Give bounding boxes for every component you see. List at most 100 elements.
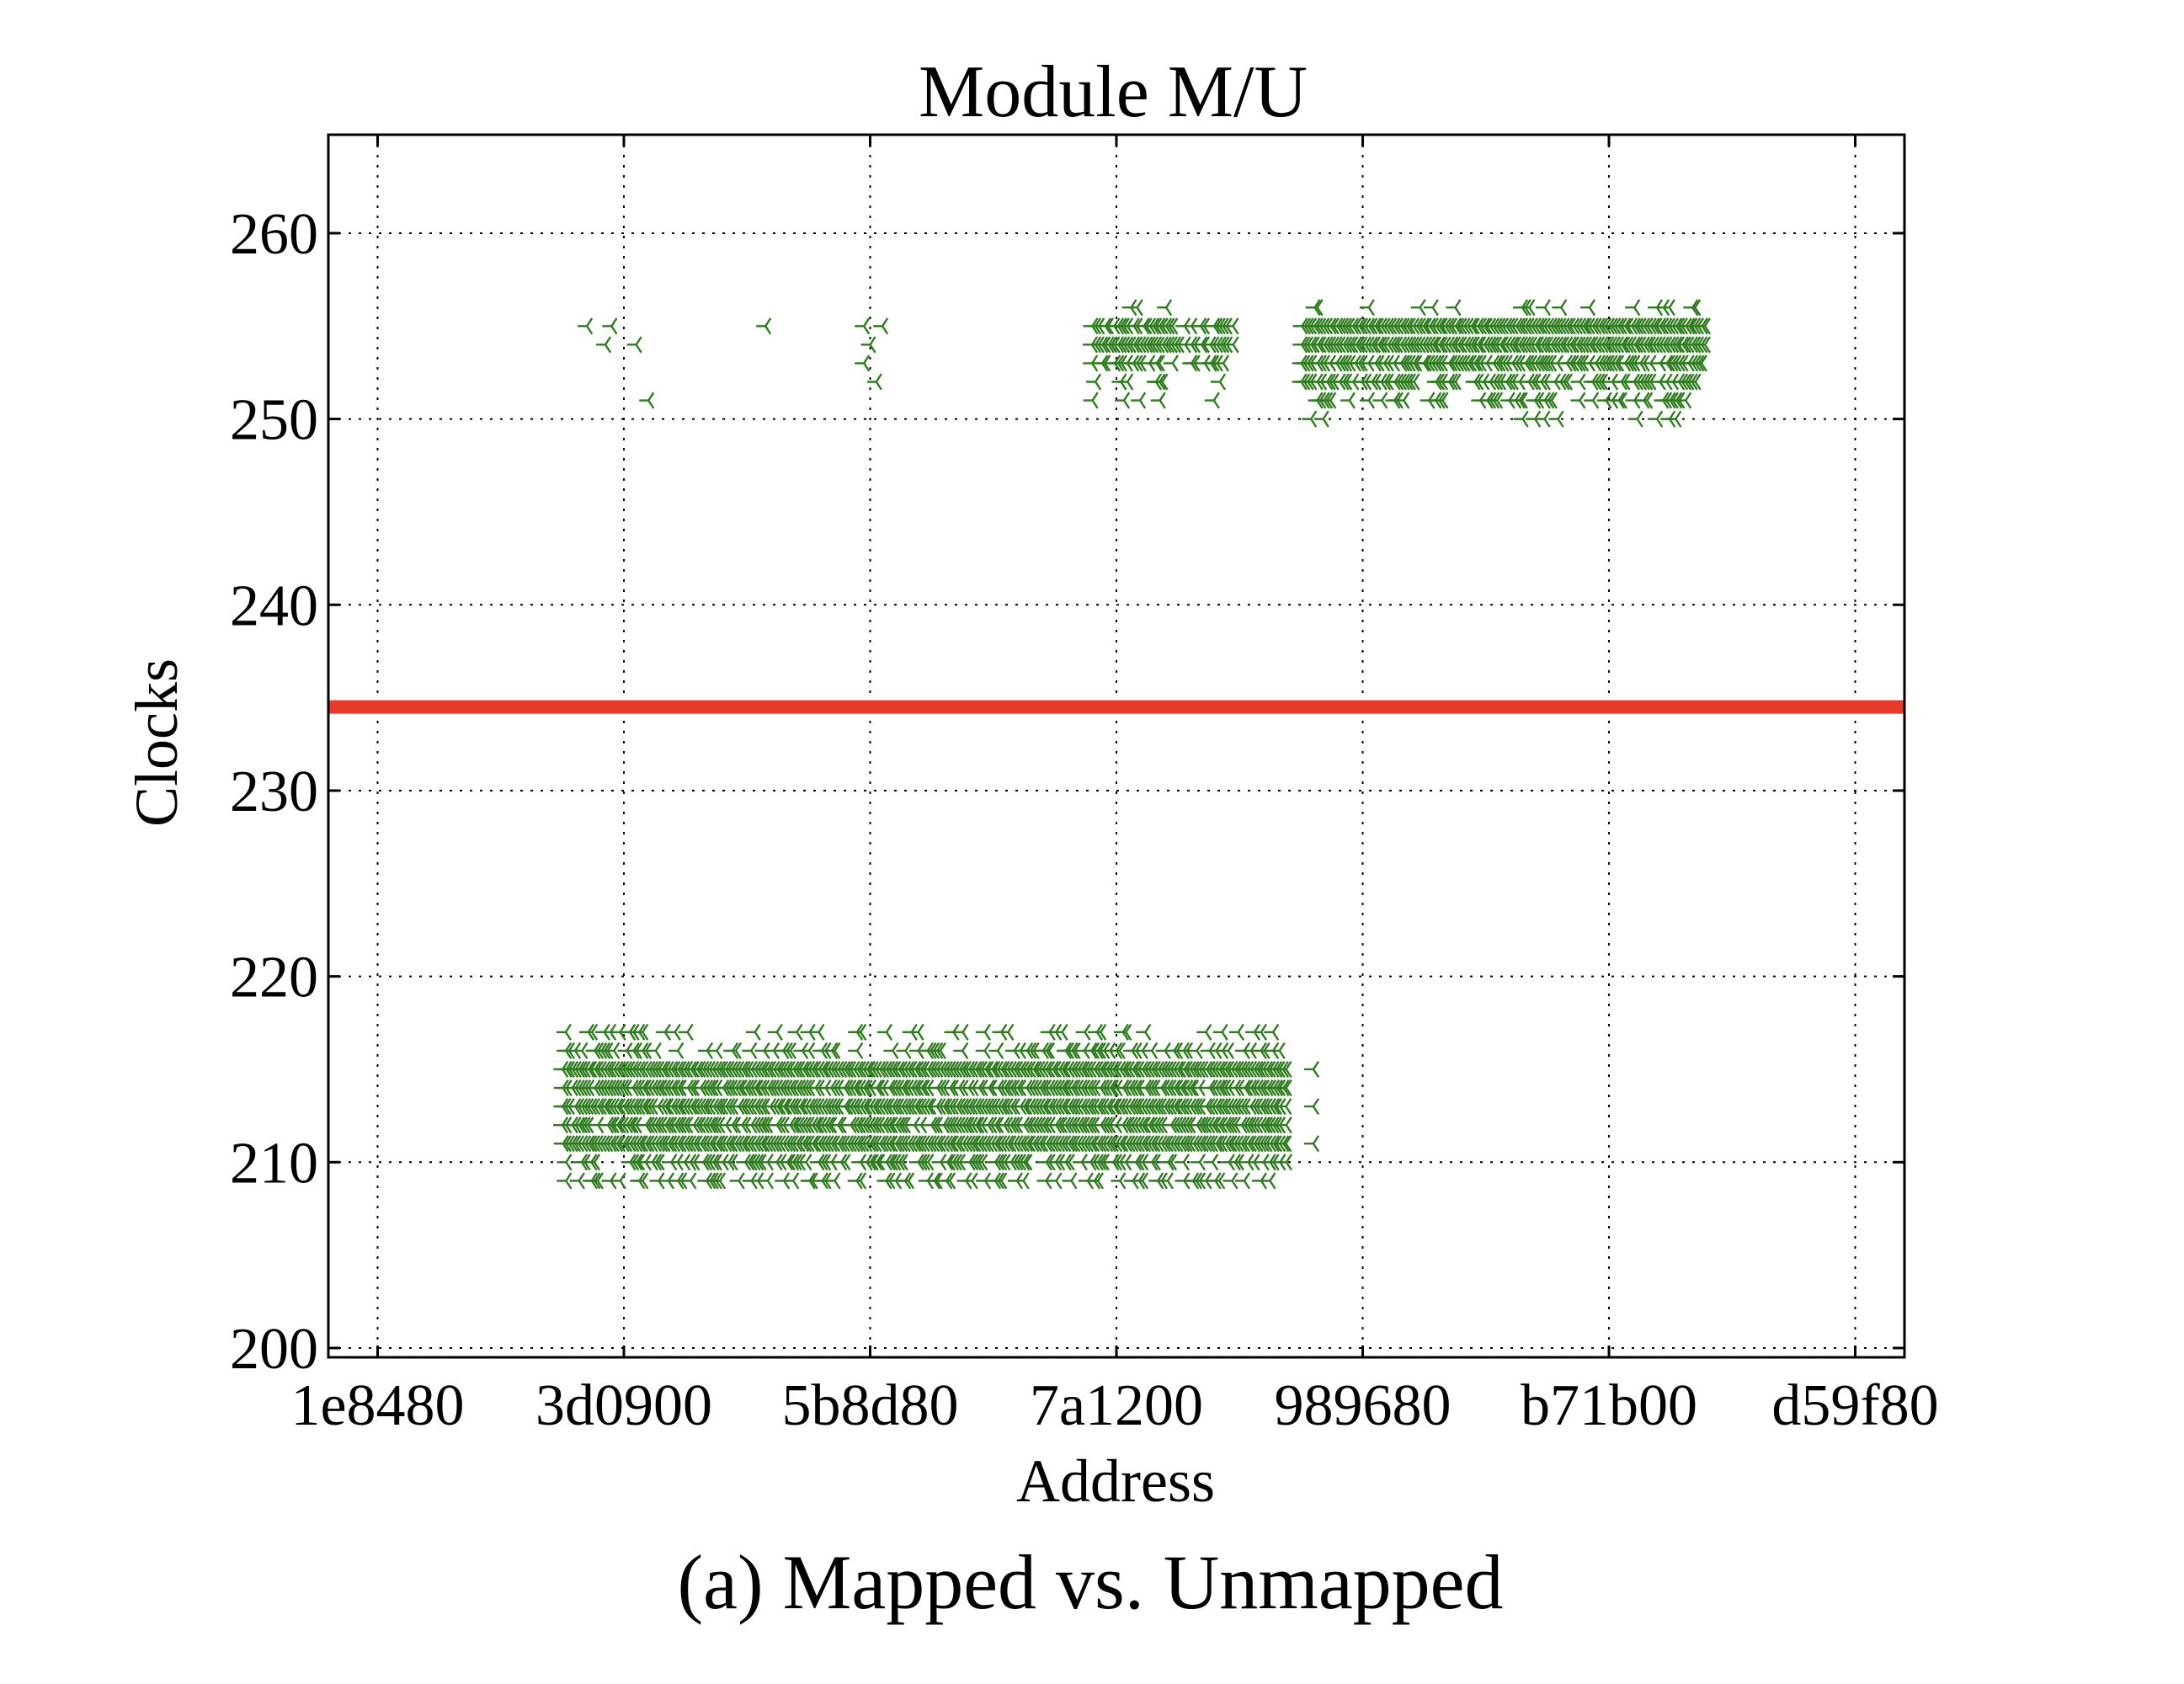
data-point	[1552, 299, 1568, 317]
data-point	[1394, 392, 1410, 409]
data-point	[1187, 1042, 1203, 1059]
data-point	[908, 1023, 924, 1041]
data-point	[1136, 1023, 1152, 1041]
data-point	[1177, 1042, 1193, 1059]
data-point	[726, 1042, 743, 1059]
data-point	[758, 1154, 774, 1171]
data-point	[919, 1079, 935, 1097]
data-point	[877, 1023, 893, 1041]
data-point	[1133, 1172, 1149, 1190]
y-tick-label: 250	[230, 388, 318, 453]
data-point	[649, 1154, 665, 1171]
data-point	[756, 317, 772, 335]
data-point	[1174, 1154, 1190, 1171]
data-point	[999, 1023, 1015, 1041]
data-point	[787, 1023, 803, 1041]
data-point	[602, 317, 618, 335]
data-point	[1143, 1042, 1159, 1059]
data-point	[1535, 410, 1551, 428]
data-point	[887, 1172, 903, 1190]
x-tick-label: 7a1200	[1030, 1373, 1203, 1438]
data-point	[556, 1023, 573, 1041]
data-point	[1433, 392, 1449, 409]
data-point	[1091, 1023, 1107, 1041]
data-point	[816, 1172, 832, 1190]
x-tick-label: 1e8480	[290, 1373, 464, 1438]
data-point	[975, 1042, 991, 1059]
data-point	[1676, 392, 1692, 409]
data-point	[672, 1172, 688, 1190]
data-point	[866, 373, 882, 391]
data-point	[1603, 373, 1619, 391]
x-tick-label: 3d0900	[535, 1373, 712, 1438]
data-point	[1579, 299, 1596, 317]
data-point	[1302, 410, 1318, 428]
data-point	[585, 1154, 601, 1171]
data-point	[1264, 1023, 1280, 1041]
data-point	[1446, 299, 1462, 317]
data-point	[1195, 317, 1211, 335]
data-point	[1276, 1098, 1292, 1116]
data-point	[1088, 1172, 1105, 1190]
data-point	[1155, 1042, 1171, 1059]
data-point	[1152, 1116, 1168, 1134]
data-point	[1423, 299, 1439, 317]
data-point	[610, 1023, 626, 1041]
x-tick-label: 5b8d80	[782, 1373, 959, 1438]
data-point	[1110, 1042, 1126, 1059]
data-point	[610, 1172, 626, 1190]
data-point	[1548, 410, 1564, 428]
data-point	[825, 1172, 841, 1190]
data-point	[1535, 299, 1551, 317]
data-point	[1276, 1154, 1293, 1171]
data-point	[802, 1172, 818, 1190]
data-point	[1210, 373, 1227, 391]
data-point	[1095, 354, 1111, 372]
data-point	[1611, 392, 1627, 409]
data-point	[1304, 1135, 1320, 1153]
data-point	[1686, 299, 1702, 317]
data-point	[742, 1042, 758, 1059]
data-point	[1625, 299, 1641, 317]
data-point	[1625, 392, 1641, 409]
data-point	[1695, 317, 1711, 335]
data-point	[775, 1172, 791, 1190]
data-point	[1190, 1154, 1207, 1171]
data-point	[962, 1172, 978, 1190]
data-point	[1083, 354, 1099, 372]
data-point	[927, 1172, 943, 1190]
data-point	[557, 1154, 573, 1171]
data-point	[1157, 299, 1173, 317]
data-point	[1641, 354, 1657, 372]
data-point	[899, 1172, 915, 1190]
data-point	[1520, 299, 1536, 317]
data-point	[637, 1042, 653, 1059]
x-axis-label: Address	[1016, 1447, 1215, 1515]
data-point	[605, 1042, 621, 1059]
data-point	[1695, 336, 1712, 354]
data-point	[1075, 1023, 1091, 1041]
data-point	[851, 1023, 867, 1041]
data-point	[1344, 373, 1360, 391]
data-point	[1218, 1042, 1235, 1059]
data-point	[1131, 392, 1147, 409]
data-point	[1228, 1154, 1245, 1171]
data-point	[1116, 1154, 1132, 1171]
x-axis-ticks: 1e8480 3d0900 5b8d80 7a1200 989680 b71b00 d59f…	[290, 135, 1939, 1438]
data-point	[767, 1023, 783, 1041]
data-point	[588, 1172, 604, 1190]
y-tick-label: 230	[230, 759, 318, 824]
data-point	[1234, 1172, 1250, 1190]
data-point	[1118, 373, 1134, 391]
data-point	[646, 1042, 662, 1059]
data-point	[1321, 392, 1337, 409]
data-point	[1024, 1042, 1040, 1059]
data-point	[972, 1154, 988, 1171]
data-point	[892, 1154, 908, 1171]
data-point	[669, 1042, 684, 1059]
data-point	[1641, 373, 1657, 391]
data-point	[883, 1042, 899, 1059]
data-point	[1131, 354, 1147, 372]
data-point	[748, 1172, 764, 1190]
x-tick-label: 989680	[1275, 1373, 1452, 1438]
